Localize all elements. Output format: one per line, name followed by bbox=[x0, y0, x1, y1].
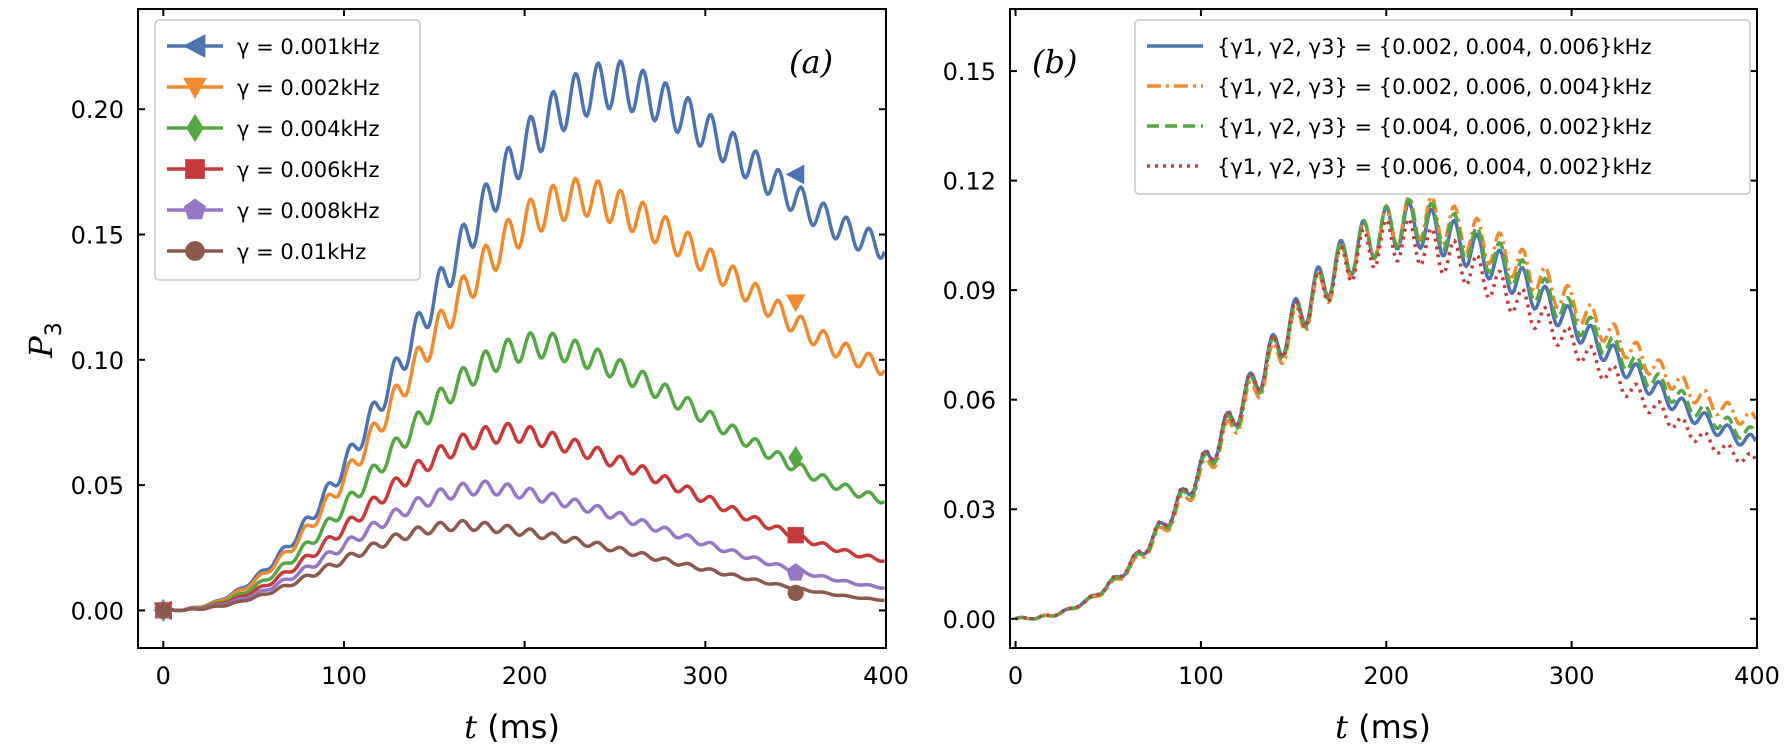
panel-a-legend-marker-3 bbox=[185, 159, 205, 179]
panel-a-plot-area bbox=[153, 59, 886, 623]
panel-b-legend-label-1: {γ1, γ2, γ3} = {0.002, 0.006, 0.004}kHz bbox=[1217, 75, 1652, 99]
panel-b-ytick-label-3: 0.09 bbox=[943, 277, 996, 305]
panel-a-series-line-2 bbox=[162, 331, 886, 613]
panel-a-series-line-1 bbox=[162, 176, 886, 613]
panel-a-legend-label-2: γ = 0.004kHz bbox=[237, 117, 379, 141]
panel-a-legend-label-4: γ = 0.008kHz bbox=[237, 199, 379, 223]
panel-a: 0 100 200 300 400 0.00 0.05 0.10 0.15 0.20 (a) γ … bbox=[22, 8, 909, 746]
panel-a-series-5-marker-1 bbox=[787, 584, 804, 602]
panel-a-series-0-marker-1 bbox=[785, 164, 805, 185]
panel-b-legend-label-2: {γ1, γ2, γ3} = {0.004, 0.006, 0.002}kHz bbox=[1217, 115, 1652, 139]
panel-a-ytick-label-4: 0.20 bbox=[71, 96, 124, 124]
panel-b-xtick-label-3: 300 bbox=[1549, 662, 1595, 690]
panel-b-legend-box bbox=[1134, 19, 1751, 195]
panel-b-series-line-2 bbox=[1014, 197, 1757, 621]
panel-b-label: (b) bbox=[1032, 43, 1077, 81]
panel-a-ytick-label-1: 0.05 bbox=[71, 472, 124, 500]
panel-b-ticks: 0 100 200 300 400 0.00 0.03 0.06 0.09 0.12 0.15 bbox=[943, 9, 1780, 690]
panel-a-label: (a) bbox=[789, 43, 833, 81]
panel-a-ytick-label-0: 0.00 bbox=[71, 597, 124, 625]
panel-a-legend-label-1: γ = 0.002kHz bbox=[237, 76, 379, 100]
panel-b-xlabel: t (ms) bbox=[1335, 708, 1431, 746]
panel-a-series-line-4 bbox=[162, 479, 885, 613]
panel-b-legend-label-0: {γ1, γ2, γ3} = {0.002, 0.004, 0.006}kHz bbox=[1217, 35, 1652, 59]
panel-a-legend-marker-2 bbox=[186, 113, 204, 143]
panel-a-xtick-label-4: 400 bbox=[863, 662, 909, 690]
panel-b-ytick-label-0: 0.00 bbox=[943, 606, 996, 634]
panel-b-series-line-3 bbox=[1014, 217, 1757, 621]
panel-a-legend: γ = 0.001kHz γ = 0.002kHz γ = 0.004kHz γ = … bbox=[154, 19, 421, 281]
panel-a-legend-marker-5 bbox=[185, 241, 205, 261]
panel-a-ytick-label-3: 0.15 bbox=[71, 222, 124, 250]
panel-b-xtick-label-1: 100 bbox=[1178, 662, 1224, 690]
panel-a-series-line-3 bbox=[162, 421, 885, 613]
panel-a-legend-label-5: γ = 0.01kHz bbox=[237, 240, 366, 264]
panel-a-ticks: 0 100 200 300 400 0.00 0.05 0.10 0.15 0.20 bbox=[71, 9, 909, 690]
panel-a-series-3-marker-1 bbox=[787, 527, 804, 544]
panel-b-xtick-label-4: 400 bbox=[1734, 662, 1780, 690]
panel-b-legend-label-3: {γ1, γ2, γ3} = {0.006, 0.004, 0.002}kHz bbox=[1217, 155, 1652, 179]
panel-b-series-group bbox=[1014, 195, 1757, 621]
panel-a-legend-marker-4 bbox=[183, 198, 207, 220]
panel-a-series-group bbox=[153, 59, 886, 623]
panel-b-ytick-label-2: 0.06 bbox=[943, 387, 996, 415]
panel-b-series-line-0 bbox=[1014, 200, 1757, 621]
panel-a-xlabel: t (ms) bbox=[464, 708, 560, 746]
panel-a-xtick-label-0: 0 bbox=[156, 662, 171, 690]
panel-a-series-4-marker-1 bbox=[786, 563, 805, 581]
panel-a-legend-label-3: γ = 0.006kHz bbox=[237, 158, 379, 182]
panel-b-frame bbox=[1009, 8, 1758, 649]
panel-a-xtick-label-3: 300 bbox=[682, 662, 728, 690]
panel-b: 0 100 200 300 400 0.00 0.03 0.06 0.09 0.12 0.15 (b… bbox=[943, 8, 1780, 746]
panel-a-series-line-5 bbox=[162, 518, 885, 613]
panel-a-legend-marker-1 bbox=[183, 77, 207, 100]
panel-b-plot-area bbox=[1014, 195, 1757, 621]
panel-b-ytick-label-5: 0.15 bbox=[943, 58, 996, 86]
panel-b-ytick-label-1: 0.03 bbox=[943, 496, 996, 524]
panel-b-xtick-label-0: 0 bbox=[1008, 662, 1023, 690]
panel-a-legend-label-0: γ = 0.001kHz bbox=[237, 35, 379, 59]
panel-a-xtick-label-2: 200 bbox=[502, 662, 548, 690]
panel-b-legend: {γ1, γ2, γ3} = {0.002, 0.004, 0.006}kHz {… bbox=[1134, 19, 1751, 195]
panel-a-series-line-0 bbox=[162, 59, 886, 613]
panel-b-xtick-label-2: 200 bbox=[1363, 662, 1409, 690]
panel-b-ytick-label-4: 0.12 bbox=[943, 168, 996, 196]
panel-a-legend-marker-0 bbox=[182, 34, 206, 58]
panel-a-legend-box bbox=[154, 19, 421, 281]
panel-a-series-5-marker-0 bbox=[155, 602, 172, 619]
panel-a-frame bbox=[137, 8, 887, 649]
panel-a-series-2-marker-1 bbox=[788, 445, 803, 470]
panel-a-ylabel: P3 bbox=[22, 322, 67, 359]
panel-a-ytick-label-2: 0.10 bbox=[71, 347, 124, 375]
panel-a-series-1-marker-1 bbox=[785, 294, 806, 313]
panel-a-xtick-label-1: 100 bbox=[321, 662, 367, 690]
